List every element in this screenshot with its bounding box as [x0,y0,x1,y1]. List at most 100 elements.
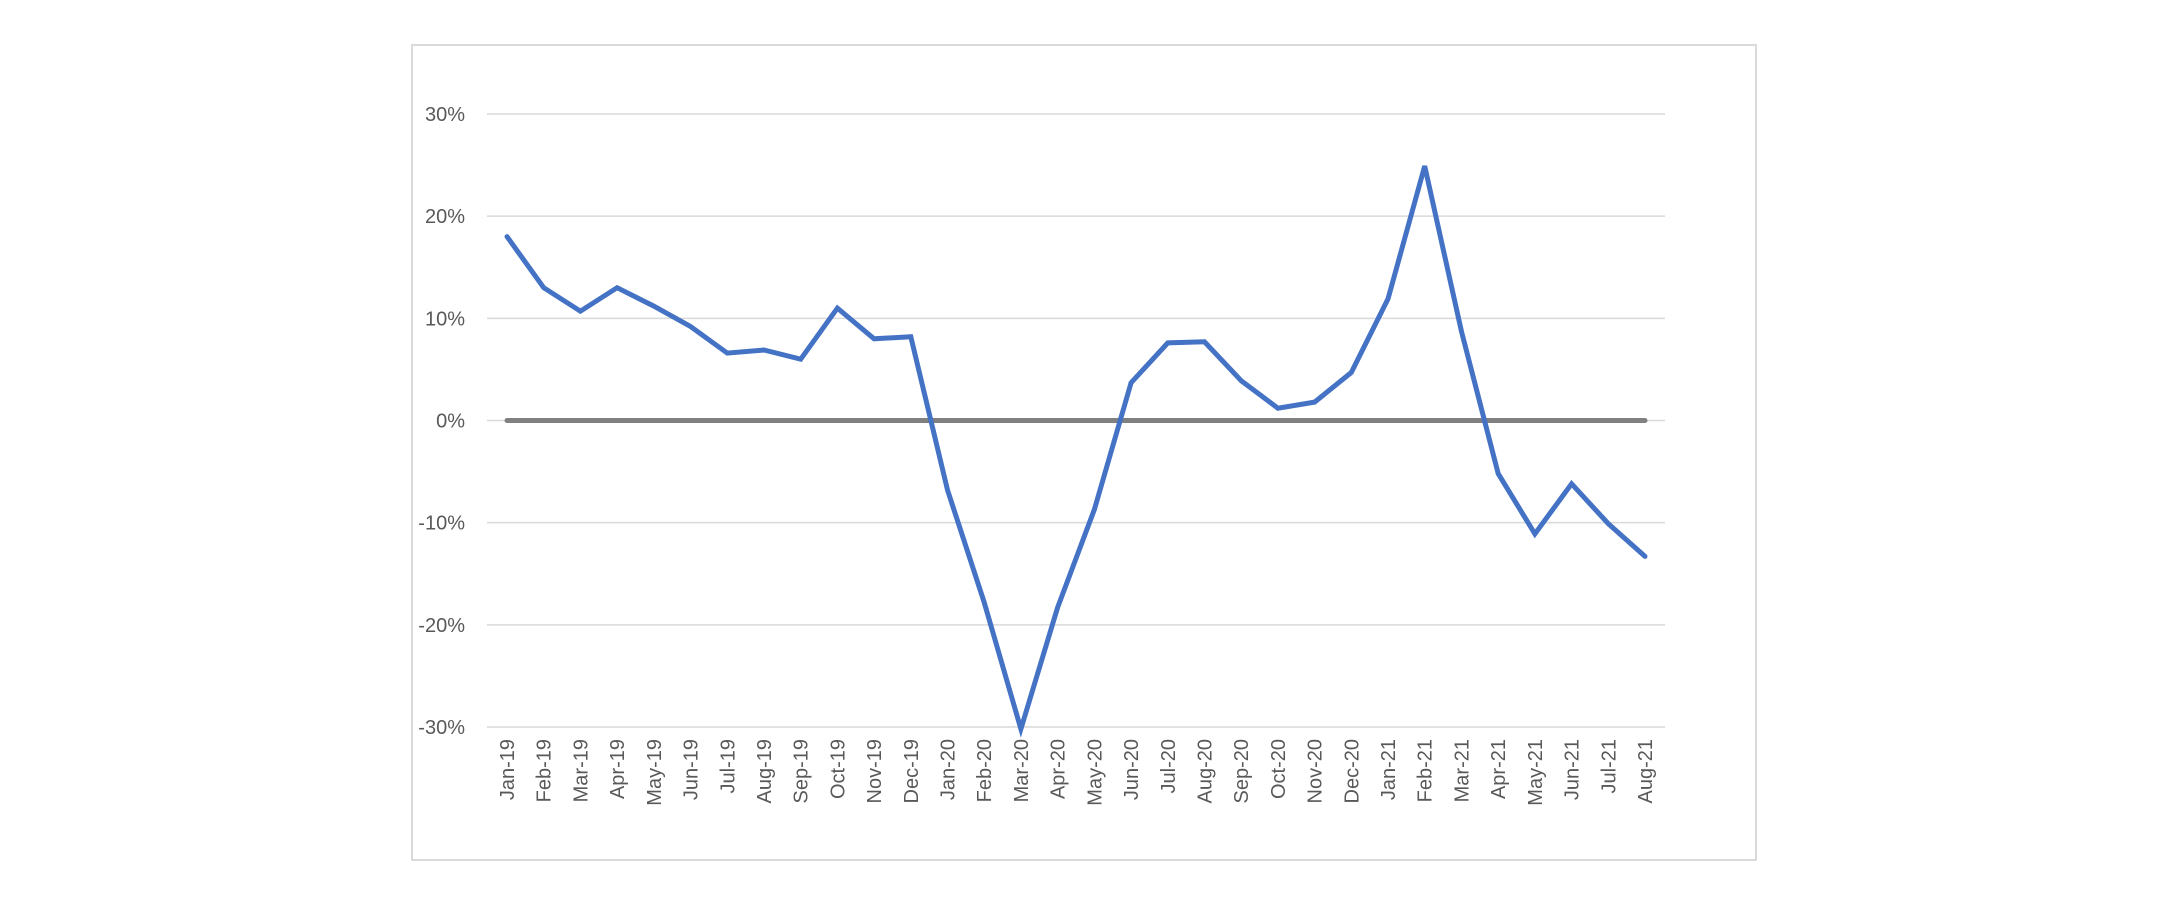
zero-line-point [1569,418,1574,423]
x-tick-label: Nov-19 [864,739,886,803]
data-point [1165,340,1170,345]
data-point [761,348,766,353]
y-tick-label: 20% [425,206,465,228]
zero-line-point [725,418,730,423]
zero-line-point [615,418,620,423]
data-point [1643,554,1648,559]
zero-line-point [1643,418,1648,423]
x-tick-label: Jul-21 [1598,739,1620,793]
data-point [1055,605,1060,610]
zero-line-point [1459,418,1464,423]
y-axis-tick-labels: 30% 20% 10% 0% -10% -20% -30% [418,104,465,739]
y-tick-label: -20% [418,615,465,637]
data-point [1092,507,1097,512]
zero-line-point [1312,418,1317,423]
zero-line-point [578,418,583,423]
x-tick-label: Jun-19 [681,739,703,800]
zero-line-point [688,418,693,423]
series-line [504,165,1648,738]
zero-line-point [835,418,840,423]
data-point [1312,400,1317,405]
chart-area: 30% 20% 10% 0% -10% -20% -30% Jan-19 Feb-19 Mar-… [411,44,1757,861]
data-point [1275,406,1280,411]
y-tick-label: 0% [436,411,465,433]
x-tick-label: Dec-19 [901,739,923,803]
data-point [1532,531,1537,536]
x-tick-label: Jul-19 [717,739,739,793]
zero-line-point [798,418,803,423]
y-tick-label: -10% [418,513,465,535]
line-chart: 30% 20% 10% 0% -10% -20% -30% Jan-19 Feb-19 Mar-… [418,104,1665,806]
data-point [541,285,546,290]
zero-line-point [1018,418,1023,423]
data-point [505,234,510,239]
x-tick-label: Apr-19 [607,739,629,799]
zero-line-point [1349,418,1354,423]
data-point [615,285,620,290]
data-point [1606,521,1611,526]
x-tick-label: May-20 [1084,739,1106,806]
y-tick-label: -30% [418,717,465,739]
zero-line-point [761,418,766,423]
x-tick-label: May-19 [644,739,666,806]
data-point [1202,339,1207,344]
x-tick-label: Jun-20 [1121,739,1143,800]
x-tick-label: Mar-19 [570,739,592,802]
zero-line-point [505,418,510,423]
data-point [725,351,730,356]
zero-line-point [1129,418,1134,423]
x-tick-label: Feb-19 [534,739,556,802]
zero-line-point [945,418,950,423]
x-tick-label: Aug-21 [1635,739,1657,804]
x-tick-label: Mar-21 [1451,739,1473,802]
zero-line-point [1606,418,1611,423]
data-point [1386,296,1391,301]
x-tick-label: Sep-20 [1231,739,1253,804]
zero-line-point [1275,418,1280,423]
zero-line-point [1239,418,1244,423]
data-point [835,306,840,311]
x-axis-tick-labels: Jan-19 Feb-19 Mar-19 Apr-19 May-19 Jun-19 Jul-… [497,739,1657,806]
zero-line-point [1422,418,1427,423]
zero-line-point [908,418,913,423]
y-tick-label: 30% [425,104,465,126]
data-point [1018,727,1023,732]
data-point [945,487,950,492]
zero-line-point [872,418,877,423]
x-tick-label: Apr-21 [1488,739,1510,799]
x-tick-label: Jan-21 [1378,739,1400,800]
data-point [872,336,877,341]
x-tick-label: Jan-20 [938,739,960,800]
zero-line-point [1386,418,1391,423]
x-tick-label: Aug-19 [754,739,776,804]
data-point [1569,481,1574,486]
data-point [1422,164,1427,169]
zero-line-point [1055,418,1060,423]
data-point [1459,329,1464,334]
x-tick-label: Feb-20 [974,739,996,802]
data-point [578,309,583,314]
x-tick-label: Jan-19 [497,739,519,800]
data-point [982,600,987,605]
zero-line-point [541,418,546,423]
data-point [1349,370,1354,375]
data-point [1496,471,1501,476]
series-lines [504,164,1648,738]
zero-line-point [651,418,656,423]
x-tick-label: Feb-21 [1415,739,1437,802]
x-tick-label: Mar-20 [1011,739,1033,802]
x-tick-label: May-21 [1525,739,1547,806]
x-tick-label: Aug-20 [1194,739,1216,804]
x-tick-label: Oct-19 [827,739,849,799]
y-tick-label: 10% [425,308,465,330]
x-tick-label: Apr-20 [1048,739,1070,799]
data-point [1239,378,1244,383]
zero-line-point [1165,418,1170,423]
zero-line-point [982,418,987,423]
x-tick-label: Sep-19 [791,739,813,804]
x-tick-label: Dec-20 [1341,739,1363,803]
x-tick-label: Jun-21 [1562,739,1584,800]
zero-line-point [1092,418,1097,423]
zero-line-point [1202,418,1207,423]
data-point [651,304,656,309]
